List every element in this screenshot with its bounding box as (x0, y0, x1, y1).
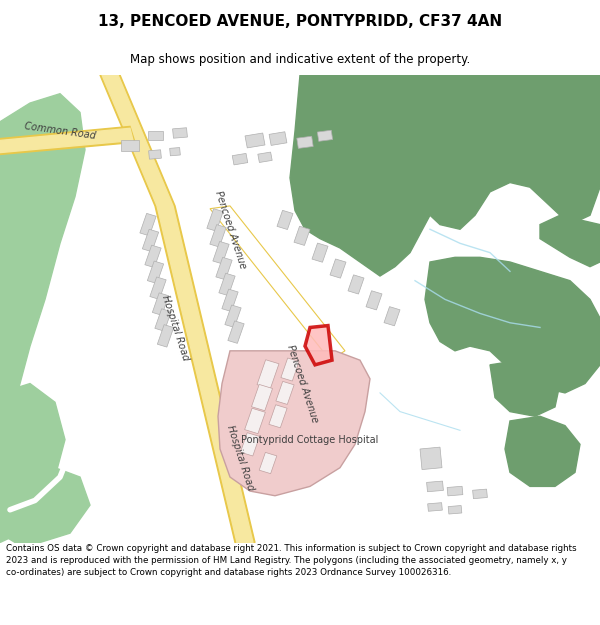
Polygon shape (425, 258, 600, 393)
Polygon shape (427, 481, 443, 492)
Polygon shape (219, 273, 235, 296)
Polygon shape (330, 259, 346, 278)
Polygon shape (290, 75, 600, 276)
Polygon shape (210, 206, 345, 360)
Polygon shape (121, 139, 139, 151)
Polygon shape (228, 321, 244, 343)
Polygon shape (148, 131, 163, 141)
Polygon shape (251, 384, 272, 411)
Polygon shape (149, 150, 161, 159)
Polygon shape (218, 351, 370, 496)
Polygon shape (0, 384, 65, 542)
Polygon shape (276, 381, 294, 404)
Text: Contains OS data © Crown copyright and database right 2021. This information is : Contains OS data © Crown copyright and d… (6, 544, 577, 577)
Polygon shape (490, 360, 560, 416)
Polygon shape (0, 126, 135, 154)
Polygon shape (312, 243, 328, 262)
Polygon shape (269, 405, 287, 428)
Polygon shape (428, 503, 442, 511)
Polygon shape (216, 258, 232, 280)
Polygon shape (348, 275, 364, 294)
Polygon shape (0, 468, 90, 542)
Polygon shape (420, 447, 442, 469)
Polygon shape (245, 133, 265, 148)
Polygon shape (259, 452, 277, 474)
Polygon shape (207, 209, 223, 231)
Polygon shape (222, 289, 238, 311)
Polygon shape (294, 226, 310, 246)
Polygon shape (157, 324, 173, 347)
Polygon shape (540, 215, 600, 267)
Polygon shape (173, 127, 187, 138)
Polygon shape (245, 408, 265, 434)
Polygon shape (145, 245, 161, 268)
Text: Hospital Road: Hospital Road (160, 294, 190, 361)
Polygon shape (140, 213, 156, 236)
Text: Pencoed Avenue: Pencoed Avenue (284, 343, 319, 424)
Polygon shape (100, 75, 255, 542)
Polygon shape (213, 241, 229, 264)
Polygon shape (142, 229, 158, 252)
Text: Pencoed Avenue: Pencoed Avenue (212, 189, 247, 269)
Polygon shape (0, 94, 85, 449)
Polygon shape (258, 152, 272, 162)
Polygon shape (102, 75, 253, 542)
Polygon shape (150, 277, 166, 299)
Polygon shape (448, 506, 462, 514)
Polygon shape (269, 132, 287, 146)
Text: 13, PENCOED AVENUE, PONTYPRIDD, CF37 4AN: 13, PENCOED AVENUE, PONTYPRIDD, CF37 4AN (98, 14, 502, 29)
Polygon shape (225, 305, 241, 328)
Polygon shape (366, 291, 382, 310)
Polygon shape (317, 130, 332, 141)
Polygon shape (277, 211, 293, 229)
Polygon shape (281, 358, 299, 381)
Polygon shape (257, 360, 279, 389)
Polygon shape (152, 293, 169, 315)
Polygon shape (447, 486, 463, 496)
Polygon shape (210, 224, 226, 247)
Polygon shape (241, 432, 260, 456)
Text: Common Road: Common Road (23, 121, 97, 141)
Polygon shape (148, 261, 164, 284)
Polygon shape (473, 489, 487, 499)
Polygon shape (505, 416, 580, 486)
Polygon shape (384, 307, 400, 326)
Polygon shape (155, 309, 171, 331)
Polygon shape (297, 136, 313, 148)
Text: Pontypridd Cottage Hospital: Pontypridd Cottage Hospital (241, 434, 379, 444)
Polygon shape (0, 128, 133, 152)
Polygon shape (232, 153, 248, 165)
Text: Map shows position and indicative extent of the property.: Map shows position and indicative extent… (130, 53, 470, 66)
Polygon shape (305, 326, 332, 365)
Text: Hospital Road: Hospital Road (224, 424, 256, 493)
Polygon shape (170, 148, 181, 156)
